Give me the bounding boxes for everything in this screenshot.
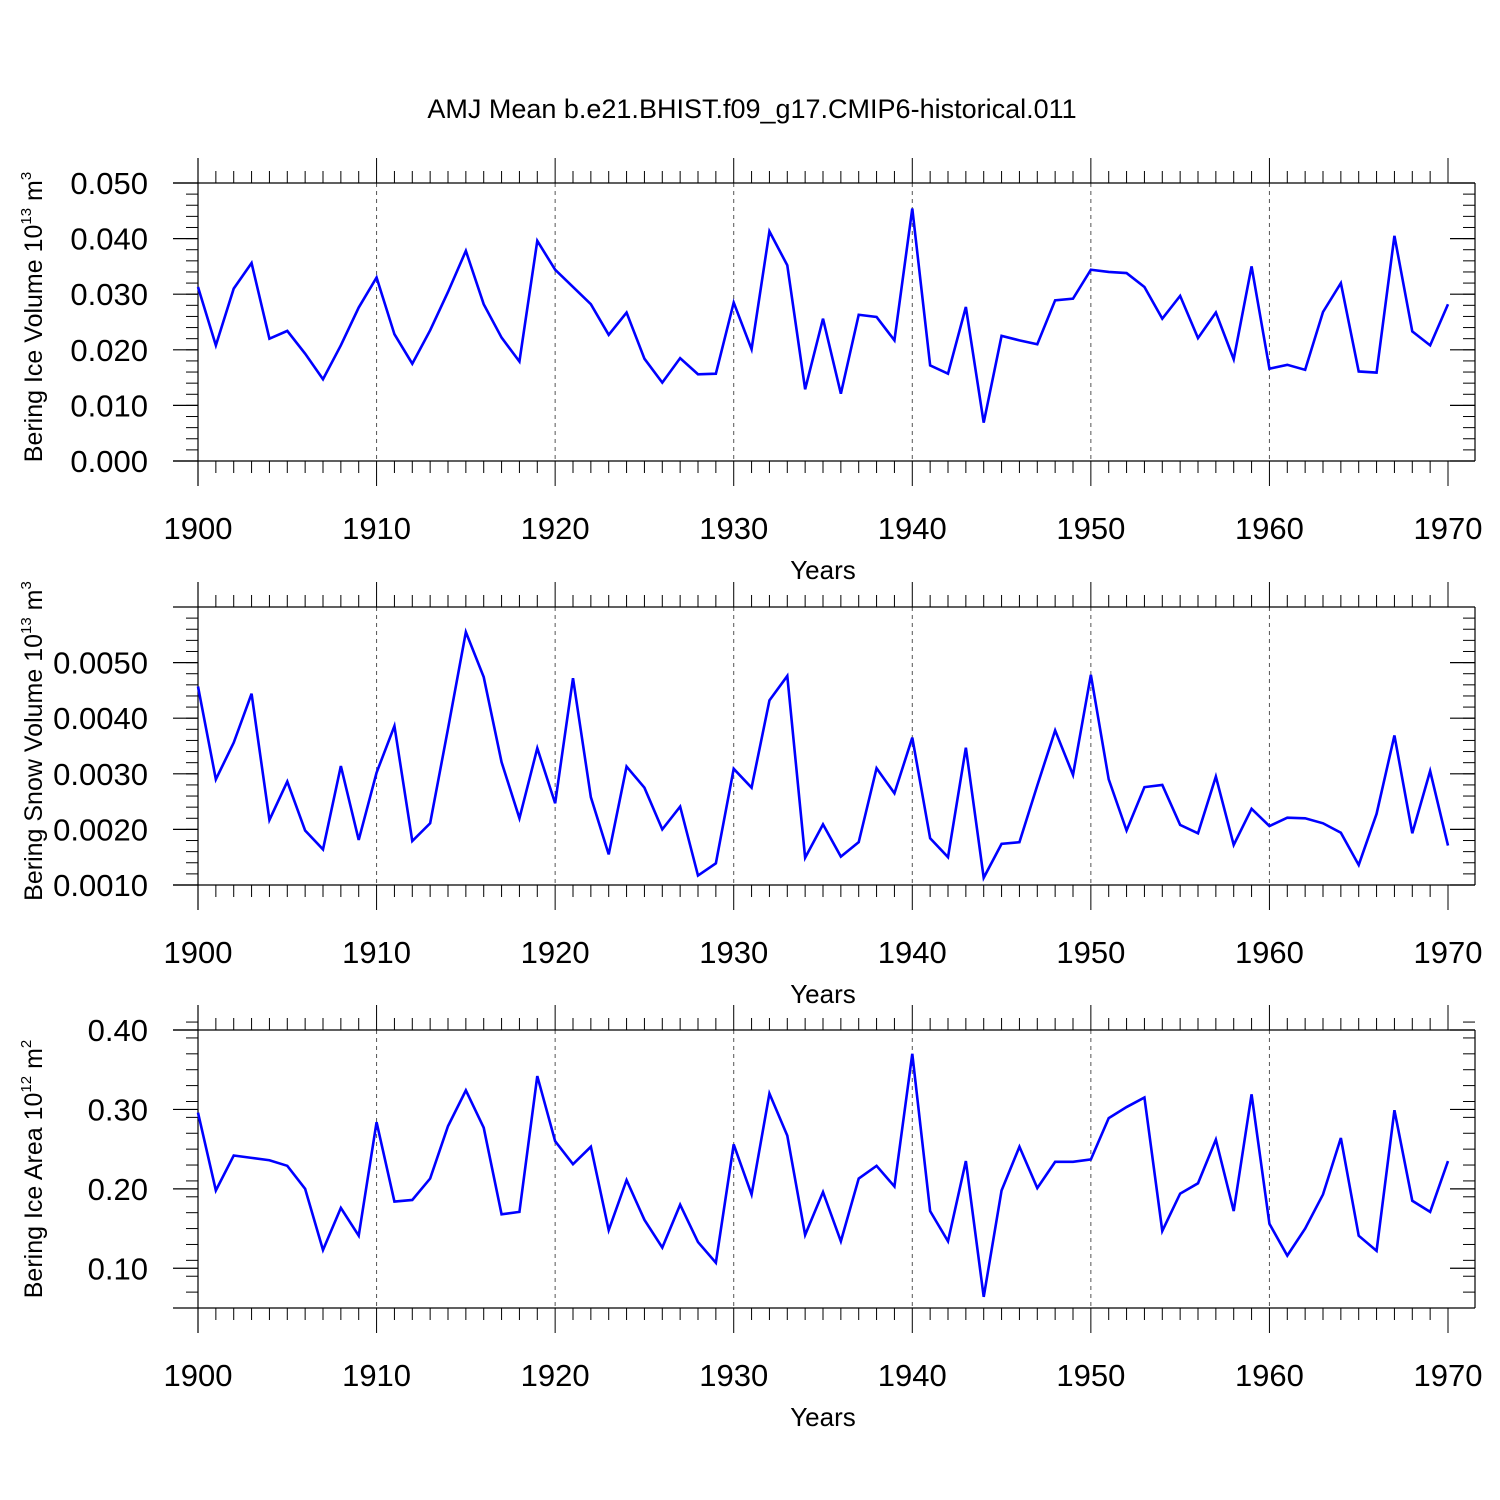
series-line [196,627,1450,882]
chart-title: AMJ Mean b.e21.BHIST.f09_g17.CMIP6-histo… [427,94,1076,124]
x-axis-label: Years [790,555,856,585]
y-axis-label-unit-exponent: 3 [18,581,35,589]
y-tick-label: 0.30 [88,1092,148,1127]
y-axis-label-main: Bering Ice Volume 10 [20,225,48,463]
y-tick-label: 0.0020 [53,812,148,847]
x-tick-label: 1940 [878,511,947,546]
x-tick-label: 1920 [521,1358,590,1393]
x-tick-label: 1960 [1235,511,1304,546]
x-tick-label: 1960 [1235,935,1304,970]
x-tick-label: 1950 [1056,511,1125,546]
y-tick-label: 0.000 [70,444,148,479]
y-tick-label: 0.0030 [53,757,148,792]
x-tick-label: 1940 [878,1358,947,1393]
y-axis-label-exponent: 12 [18,1076,35,1093]
x-tick-label: 1950 [1056,935,1125,970]
x-tick-label: 1970 [1414,1358,1483,1393]
y-axis-label: Bering Ice Volume 1013 m3 [18,172,48,462]
x-tick-label: 1930 [699,1358,768,1393]
y-tick-label: 0.050 [70,166,148,201]
x-axis-label: Years [790,979,856,1009]
x-tick-label: 1950 [1056,1358,1125,1393]
y-axis-label-exponent: 13 [18,617,35,634]
y-axis-label: Bering Ice Area 1012 m2 [18,1040,48,1299]
y-tick-label: 0.20 [88,1172,148,1207]
x-tick-label: 1900 [164,1358,233,1393]
x-tick-label: 1970 [1414,511,1483,546]
y-axis-label-exponent: 13 [18,208,35,225]
x-tick-label: 1900 [164,935,233,970]
series-line [196,208,1450,423]
x-tick-label: 1910 [342,935,411,970]
y-axis-label-unit-exponent: 2 [18,1040,35,1048]
x-tick-label: 1940 [878,935,947,970]
y-tick-label: 0.010 [70,388,148,423]
panel-1: 1900 1910 1920 1930 1940 1950 1960 1970 Years 0.0… [18,158,1482,585]
x-tick-label: 1920 [521,935,590,970]
panel-2: 1900 1910 1920 1930 1940 1950 1960 1970 Years 0.0… [18,581,1482,1009]
y-tick-label: 0.0010 [53,868,148,903]
y-axis-label-unit-exponent: 3 [18,172,35,180]
x-tick-label: 1910 [342,1358,411,1393]
x-axis-label: Years [790,1402,856,1432]
y-axis-label-unit: m [20,1048,48,1076]
x-tick-label: 1910 [342,511,411,546]
y-axis-label: Bering Snow Volume 1013 m3 [18,581,48,901]
y-tick-label: 0.020 [70,333,148,368]
series-line [196,1053,1450,1298]
x-tick-label: 1930 [699,935,768,970]
x-tick-label: 1970 [1414,935,1483,970]
y-tick-label: 0.10 [88,1251,148,1286]
y-tick-label: 0.030 [70,277,148,312]
y-axis-label-main: Bering Snow Volume 10 [20,634,48,901]
y-axis-label-unit: m [20,590,48,618]
y-tick-label: 0.0050 [53,646,148,681]
y-tick-label: 0.40 [88,1013,148,1048]
x-tick-label: 1960 [1235,1358,1304,1393]
x-tick-label: 1900 [164,511,233,546]
y-tick-label: 0.0040 [53,701,148,736]
y-axis-label-unit: m [20,180,48,208]
y-axis-label-main: Bering Ice Area 10 [20,1093,48,1299]
y-tick-label: 0.040 [70,222,148,257]
x-tick-label: 1920 [521,511,590,546]
panel-3: 1900 1910 1920 1930 1940 1950 1960 1970 Years 0.1… [18,1005,1482,1432]
chart-panels: 1900 1910 1920 1930 1940 1950 1960 1970 Years 0.0… [18,158,1482,1432]
x-tick-label: 1930 [699,511,768,546]
